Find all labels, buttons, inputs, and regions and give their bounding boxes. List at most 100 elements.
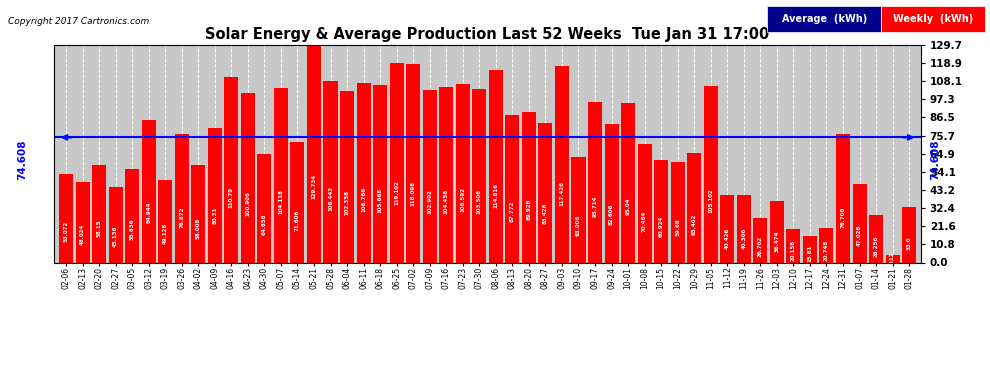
Bar	[406, 64, 420, 262]
Text: 55.836: 55.836	[130, 219, 135, 240]
Text: 15.81: 15.81	[808, 244, 813, 262]
Bar	[75, 182, 89, 262]
Title: Solar Energy & Average Production Last 52 Weeks  Tue Jan 31 17:00: Solar Energy & Average Production Last 5…	[206, 27, 769, 42]
Text: Weekly  (kWh): Weekly (kWh)	[893, 14, 973, 24]
Text: 49.128: 49.128	[162, 223, 167, 244]
Bar	[803, 236, 817, 262]
Text: 20.158: 20.158	[791, 240, 796, 261]
Bar	[373, 85, 387, 262]
Bar	[753, 218, 767, 262]
Bar	[836, 134, 850, 262]
Bar	[440, 87, 453, 262]
Text: 119.102: 119.102	[394, 180, 399, 205]
Text: 53.072: 53.072	[63, 221, 68, 242]
Text: Average  (kWh): Average (kWh)	[781, 14, 867, 24]
Text: 58.008: 58.008	[196, 218, 201, 239]
Text: 70.464: 70.464	[643, 210, 647, 232]
Text: 74.608: 74.608	[931, 139, 940, 180]
Bar	[555, 66, 569, 262]
Text: 87.772: 87.772	[510, 200, 515, 222]
Text: 40.426: 40.426	[725, 228, 730, 249]
Text: 104.118: 104.118	[278, 189, 283, 214]
Text: 80.31: 80.31	[212, 207, 218, 224]
Bar	[92, 165, 106, 262]
Bar	[539, 123, 552, 262]
Bar	[290, 142, 305, 262]
Text: 65.402: 65.402	[692, 213, 697, 235]
Text: 20.748: 20.748	[824, 240, 829, 261]
Text: 71.606: 71.606	[295, 210, 300, 231]
Bar	[340, 91, 354, 262]
Bar	[886, 255, 900, 262]
Text: 64.858: 64.858	[262, 214, 267, 235]
Bar	[489, 70, 503, 262]
Bar	[687, 153, 701, 262]
Text: 28.256: 28.256	[873, 235, 878, 256]
Text: 95.04: 95.04	[626, 198, 631, 216]
Text: 102.358: 102.358	[345, 190, 349, 215]
Bar	[356, 84, 370, 262]
Bar	[820, 228, 834, 262]
Bar	[654, 160, 668, 262]
Text: 58.15: 58.15	[97, 220, 102, 237]
Bar	[142, 120, 155, 262]
Bar	[505, 115, 520, 262]
Text: 26.702: 26.702	[757, 236, 763, 257]
Bar	[307, 45, 321, 262]
Text: 106.592: 106.592	[460, 188, 465, 213]
Bar	[670, 162, 685, 262]
Text: 84.944: 84.944	[147, 202, 151, 223]
Text: 102.902: 102.902	[428, 190, 433, 214]
Text: 118.098: 118.098	[411, 181, 416, 206]
Text: 103.506: 103.506	[477, 189, 482, 214]
Bar	[191, 165, 205, 262]
Text: 76.708: 76.708	[841, 207, 845, 228]
Bar	[704, 86, 718, 262]
Text: 33.0: 33.0	[907, 236, 912, 250]
Text: 105.668: 105.668	[377, 188, 382, 213]
Text: 74.608: 74.608	[17, 139, 27, 180]
Text: Copyright 2017 Cartronics.com: Copyright 2017 Cartronics.com	[8, 17, 149, 26]
Bar	[737, 195, 750, 262]
Bar	[455, 84, 470, 262]
Bar	[241, 93, 254, 262]
Bar	[786, 229, 801, 262]
Bar	[174, 134, 189, 262]
Text: 47.026: 47.026	[857, 224, 862, 246]
Bar	[621, 103, 636, 262]
Bar	[109, 187, 123, 262]
Bar	[274, 88, 288, 262]
Bar	[158, 180, 172, 262]
Text: 63.006: 63.006	[576, 215, 581, 236]
Text: 104.456: 104.456	[444, 189, 448, 214]
Bar	[472, 89, 486, 262]
Text: 114.816: 114.816	[493, 183, 498, 208]
Bar	[225, 77, 239, 262]
Bar	[902, 207, 916, 262]
Text: 59.68: 59.68	[675, 219, 680, 236]
Bar	[852, 184, 866, 262]
Bar	[423, 90, 437, 262]
Bar	[59, 174, 73, 262]
Text: 106.766: 106.766	[361, 187, 366, 212]
Text: 82.606: 82.606	[609, 203, 614, 225]
Bar	[605, 124, 619, 262]
Bar	[588, 102, 602, 262]
Text: 117.426: 117.426	[559, 181, 564, 206]
Bar	[571, 157, 585, 262]
Text: 76.872: 76.872	[179, 207, 184, 228]
Bar	[390, 63, 404, 262]
Text: 129.734: 129.734	[312, 174, 317, 199]
Text: 4.312: 4.312	[890, 251, 895, 268]
Text: 95.714: 95.714	[593, 196, 598, 217]
Text: 108.442: 108.442	[328, 186, 333, 211]
Text: 60.924: 60.924	[658, 216, 663, 237]
Text: 100.906: 100.906	[246, 191, 250, 216]
Text: 45.136: 45.136	[113, 225, 118, 247]
Bar	[257, 154, 271, 262]
Bar	[721, 195, 735, 262]
Bar	[770, 201, 784, 262]
Bar	[324, 81, 338, 262]
Text: 36.474: 36.474	[774, 230, 779, 252]
Text: 40.306: 40.306	[742, 228, 746, 249]
